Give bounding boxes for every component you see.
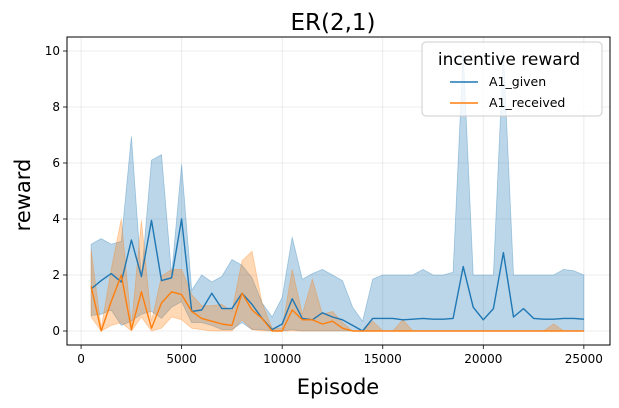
- line-a1-given: [90, 218, 584, 332]
- x-tick-label: 25000: [565, 352, 603, 366]
- legend-box: [421, 41, 603, 117]
- x-tick-label: 5000: [166, 352, 197, 366]
- y-tick-label: 8: [52, 100, 60, 114]
- y-tick-label: 6: [52, 156, 60, 170]
- legend: incentive reward A1_given A1_received: [421, 41, 603, 117]
- x-axis-title: Episode: [297, 375, 379, 399]
- y-tick-label: 2: [52, 268, 60, 282]
- y-tick-label: 4: [52, 212, 60, 226]
- x-axis-ticks: 0 5000 10000 15000 20000 25000: [77, 345, 603, 366]
- y-axis-ticks: 0 2 4 6 8 10: [45, 44, 67, 338]
- y-tick-label: 0: [52, 324, 60, 338]
- x-tick-label: 0: [77, 352, 85, 366]
- chart-title: ER(2,1): [290, 10, 375, 36]
- plot-frame: [66, 36, 611, 346]
- legend-label-a1-received: A1_received: [489, 95, 565, 110]
- x-tick-label: 10000: [263, 352, 301, 366]
- y-axis-title: reward: [11, 159, 35, 232]
- x-tick-label: 20000: [464, 352, 502, 366]
- x-tick-label: 15000: [364, 352, 402, 366]
- series-lines: [90, 218, 584, 332]
- line-a1-received: [90, 274, 584, 332]
- y-tick-label: 10: [45, 44, 60, 58]
- legend-title: incentive reward: [438, 50, 580, 70]
- legend-label-a1-given: A1_given: [489, 74, 546, 89]
